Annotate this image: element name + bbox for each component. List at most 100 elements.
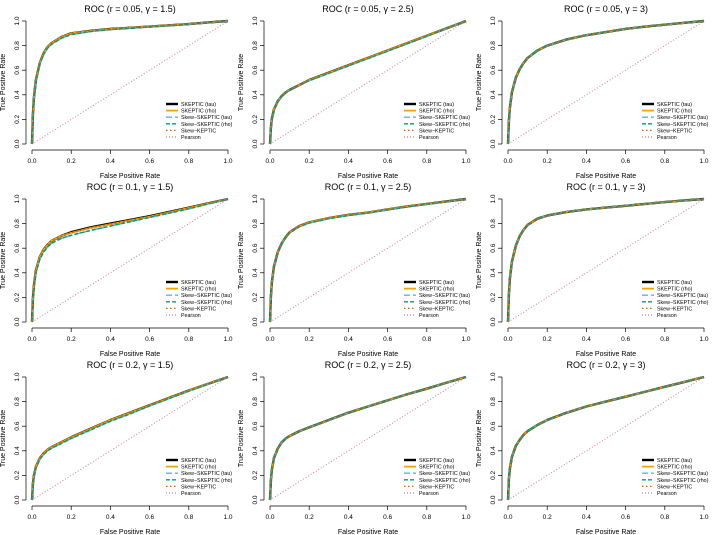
y-tick-label: 0.2: [252, 471, 259, 480]
legend-entry: Pearson: [419, 135, 439, 141]
legend-entry: SKEPTIC (rho): [181, 109, 217, 115]
x-tick-label: 0.0: [503, 158, 512, 165]
y-tick-label: 0.8: [14, 397, 21, 406]
panel-title: ROC (r = 0.2, γ = 1.5): [87, 360, 174, 370]
roc-panel: ROC (r = 0.05, γ = 2.5) 0.0 0.2 0.4 0.6 0.8 1.…: [238, 4, 471, 180]
y-tick-label: 0.2: [252, 293, 259, 302]
legend-entry: Pearson: [181, 313, 201, 319]
x-tick-label: 0.8: [184, 336, 193, 343]
y-tick-label: 0.6: [14, 243, 21, 252]
legend-entry: Skew−SKEPTIC (tau): [419, 115, 470, 121]
roc-curve-pearson: [31, 198, 229, 323]
x-tick-label: 0.4: [582, 158, 591, 165]
x-tick-label: 1.0: [461, 514, 470, 521]
roc-curve-skew-skeptic-rho: [269, 198, 467, 323]
y-tick-label: 0.8: [490, 41, 497, 50]
legend-entry: Skew−SKEPTIC (tau): [181, 115, 232, 121]
x-axis-label: False Positive Rate: [338, 173, 398, 180]
x-tick-label: 0.2: [543, 158, 552, 165]
panel-title: ROC (r = 0.1, γ = 2.5): [325, 182, 412, 192]
legend-entry: SKEPTIC (tau): [657, 458, 692, 464]
legend-entry: Skew−SKEPTIC (rho): [657, 300, 709, 306]
y-tick-label: 0.6: [14, 421, 21, 430]
legend-entry: SKEPTIC (tau): [181, 458, 216, 464]
x-tick-label: 0.6: [145, 514, 154, 521]
x-axis-label: False Positive Rate: [576, 173, 636, 180]
roc-curve-skew-skeptic-rho: [269, 376, 467, 501]
x-tick-label: 0.2: [305, 158, 314, 165]
y-tick-label: 0.2: [490, 471, 497, 480]
legend: SKEPTIC (tau)SKEPTIC (rho)Skew−SKEPTIC (…: [166, 458, 233, 497]
roc-curve-pearson: [31, 376, 229, 501]
y-tick-label: 0.2: [490, 293, 497, 302]
legend-entry: Skew−KEPTIC: [657, 128, 692, 134]
legend-entry: Skew−SKEPTIC (rho): [419, 300, 471, 306]
x-tick-label: 0.0: [265, 514, 274, 521]
roc-panel: ROC (r = 0.1, γ = 1.5) 0.0 0.2 0.4 0.6 0.8 1.0…: [0, 182, 233, 358]
y-tick-label: 0.6: [252, 65, 259, 74]
legend-entry: Skew−SKEPTIC (rho): [419, 122, 471, 128]
x-tick-label: 1.0: [461, 336, 470, 343]
y-tick-label: 0.6: [252, 421, 259, 430]
x-tick-label: 0.2: [543, 514, 552, 521]
legend-entry: Skew−SKEPTIC (tau): [181, 471, 232, 477]
y-tick-label: 0.4: [14, 90, 21, 99]
x-tick-label: 0.4: [344, 336, 353, 343]
x-tick-label: 0.6: [145, 158, 154, 165]
roc-curve-pearson: [269, 376, 467, 501]
x-tick-label: 0.6: [145, 336, 154, 343]
roc-curve-skew-keptic: [31, 20, 229, 145]
x-tick-label: 0.4: [106, 158, 115, 165]
y-tick-label: 0.4: [14, 268, 21, 277]
legend: SKEPTIC (tau)SKEPTIC (rho)Skew−SKEPTIC (…: [642, 280, 709, 319]
x-tick-label: 0.8: [422, 514, 431, 521]
roc-curve-skew-keptic: [269, 376, 467, 501]
legend-entry: SKEPTIC (rho): [419, 287, 455, 293]
y-tick-label: 0.2: [14, 115, 21, 124]
legend-entry: SKEPTIC (rho): [657, 109, 693, 115]
roc-curve-pearson: [507, 198, 705, 323]
roc-curve-skew-keptic: [31, 376, 229, 501]
panel-title: ROC (r = 0.2, γ = 2.5): [325, 360, 412, 370]
y-tick-label: 0.8: [490, 219, 497, 228]
y-axis-label: True Positive Rate: [0, 232, 7, 289]
x-tick-label: 0.2: [67, 336, 76, 343]
y-tick-label: 0.8: [252, 219, 259, 228]
x-tick-label: 0.4: [582, 514, 591, 521]
y-tick-label: 0.2: [252, 115, 259, 124]
y-tick-label: 0.0: [490, 317, 497, 326]
legend-entry: SKEPTIC (rho): [181, 287, 217, 293]
legend-entry: Skew−SKEPTIC (tau): [419, 471, 470, 477]
x-tick-label: 0.8: [184, 158, 193, 165]
x-tick-label: 0.6: [621, 514, 630, 521]
y-axis-label: True Positive Rate: [238, 232, 245, 289]
legend-entry: Skew−SKEPTIC (tau): [657, 471, 708, 477]
x-tick-label: 0.8: [184, 514, 193, 521]
x-tick-label: 0.2: [67, 158, 76, 165]
x-tick-label: 0.2: [543, 336, 552, 343]
x-tick-label: 1.0: [699, 158, 708, 165]
legend: SKEPTIC (tau)SKEPTIC (rho)Skew−SKEPTIC (…: [642, 102, 709, 141]
x-tick-label: 1.0: [223, 336, 232, 343]
y-tick-label: 1.0: [490, 16, 497, 25]
x-axis-label: False Positive Rate: [576, 529, 636, 535]
x-tick-label: 0.4: [344, 158, 353, 165]
roc-curve-skew-skeptic-rho: [31, 376, 229, 501]
roc-panel: ROC (r = 0.1, γ = 2.5) 0.0 0.2 0.4 0.6 0.8 1.0…: [238, 182, 471, 358]
x-tick-label: 0.8: [660, 514, 669, 521]
panel-title: ROC (r = 0.05, γ = 2.5): [322, 4, 414, 14]
y-tick-label: 0.6: [490, 243, 497, 252]
y-tick-label: 0.0: [14, 317, 21, 326]
roc-curve-skew-skeptic-rho: [507, 376, 705, 501]
roc-curve-pearson: [269, 20, 467, 145]
legend: SKEPTIC (tau)SKEPTIC (rho)Skew−SKEPTIC (…: [404, 280, 471, 319]
y-tick-label: 0.2: [490, 115, 497, 124]
y-tick-label: 0.8: [252, 41, 259, 50]
roc-panel: ROC (r = 0.2, γ = 3) 0.0 0.2 0.4 0.6 0.8 1.0 0.…: [476, 360, 709, 535]
y-tick-label: 0.6: [490, 65, 497, 74]
y-tick-label: 1.0: [252, 372, 259, 381]
y-tick-label: 0.8: [252, 397, 259, 406]
legend-entry: Skew−KEPTIC: [419, 306, 454, 312]
legend-entry: Skew−KEPTIC: [419, 484, 454, 490]
